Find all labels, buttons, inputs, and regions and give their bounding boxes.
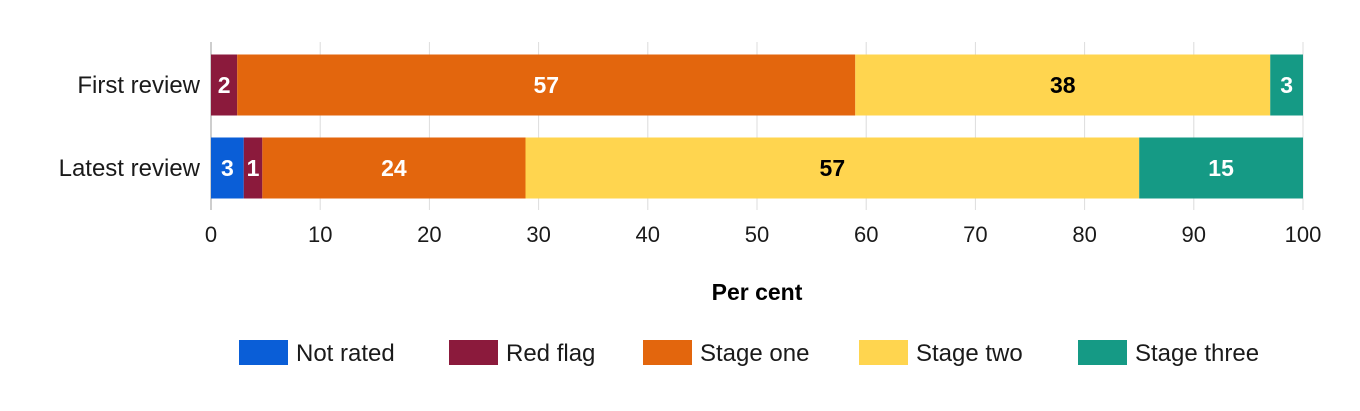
bar-segment	[237, 54, 856, 116]
x-tick-label: 60	[854, 222, 878, 247]
bar-data-label: 57	[533, 72, 559, 98]
bar-segment	[211, 54, 238, 116]
x-tick-label: 90	[1182, 222, 1206, 247]
legend-swatch	[643, 340, 692, 365]
bar-data-label: 3	[221, 155, 234, 181]
bar-data-label: 57	[820, 155, 846, 181]
legend-label: Red flag	[506, 340, 595, 367]
legend-swatch	[1078, 340, 1127, 365]
bar-data-label: 3	[1280, 72, 1293, 98]
bar-segment	[525, 137, 1140, 199]
x-tick-label: 0	[205, 222, 217, 247]
x-tick-label: 20	[417, 222, 441, 247]
legend-label: Not rated	[296, 340, 395, 367]
category-labels: First review Latest review	[59, 72, 201, 182]
bar-segment	[855, 54, 1271, 116]
x-tick-label: 70	[963, 222, 987, 247]
bar-data-label: 1	[247, 155, 260, 181]
legend-label: Stage three	[1135, 340, 1259, 367]
legend-item: Not rated	[239, 340, 395, 367]
x-tick-label: 40	[636, 222, 660, 247]
legend-item: Red flag	[449, 340, 595, 367]
x-tick-label: 30	[526, 222, 550, 247]
legend-item: Stage one	[643, 340, 809, 367]
bar-segment	[243, 137, 263, 199]
legend-swatch	[239, 340, 288, 365]
legend-item: Stage two	[859, 340, 1023, 367]
x-tick-label: 50	[745, 222, 769, 247]
legend-swatch	[859, 340, 908, 365]
x-tick-label: 100	[1285, 222, 1322, 247]
bar-data-label: 15	[1208, 155, 1234, 181]
bar-segment	[1139, 137, 1303, 199]
x-tick-label: 80	[1072, 222, 1096, 247]
category-label: First review	[77, 72, 200, 99]
legend: Not rated Red flag Stage one Stage two Stage…	[239, 340, 1259, 367]
bar-segment	[1270, 54, 1303, 116]
legend-label: Stage two	[916, 340, 1023, 367]
x-tick-labels: 0 10 20 30 40 50 60 70 80 90 100	[205, 222, 1321, 247]
bar-data-label: 2	[218, 72, 231, 98]
legend-swatch	[449, 340, 498, 365]
bar-segment	[262, 137, 526, 199]
bar-data-label: 24	[381, 155, 407, 181]
category-label: Latest review	[59, 155, 201, 182]
x-axis-title: Per cent	[712, 279, 803, 305]
bar-data-label: 38	[1050, 72, 1076, 98]
legend-label: Stage one	[700, 340, 809, 367]
x-tick-label: 10	[308, 222, 332, 247]
legend-item: Stage three	[1078, 340, 1259, 367]
bar-segment	[211, 137, 244, 199]
bars: 2 57 38 33 1 24 57 15	[211, 54, 1303, 199]
